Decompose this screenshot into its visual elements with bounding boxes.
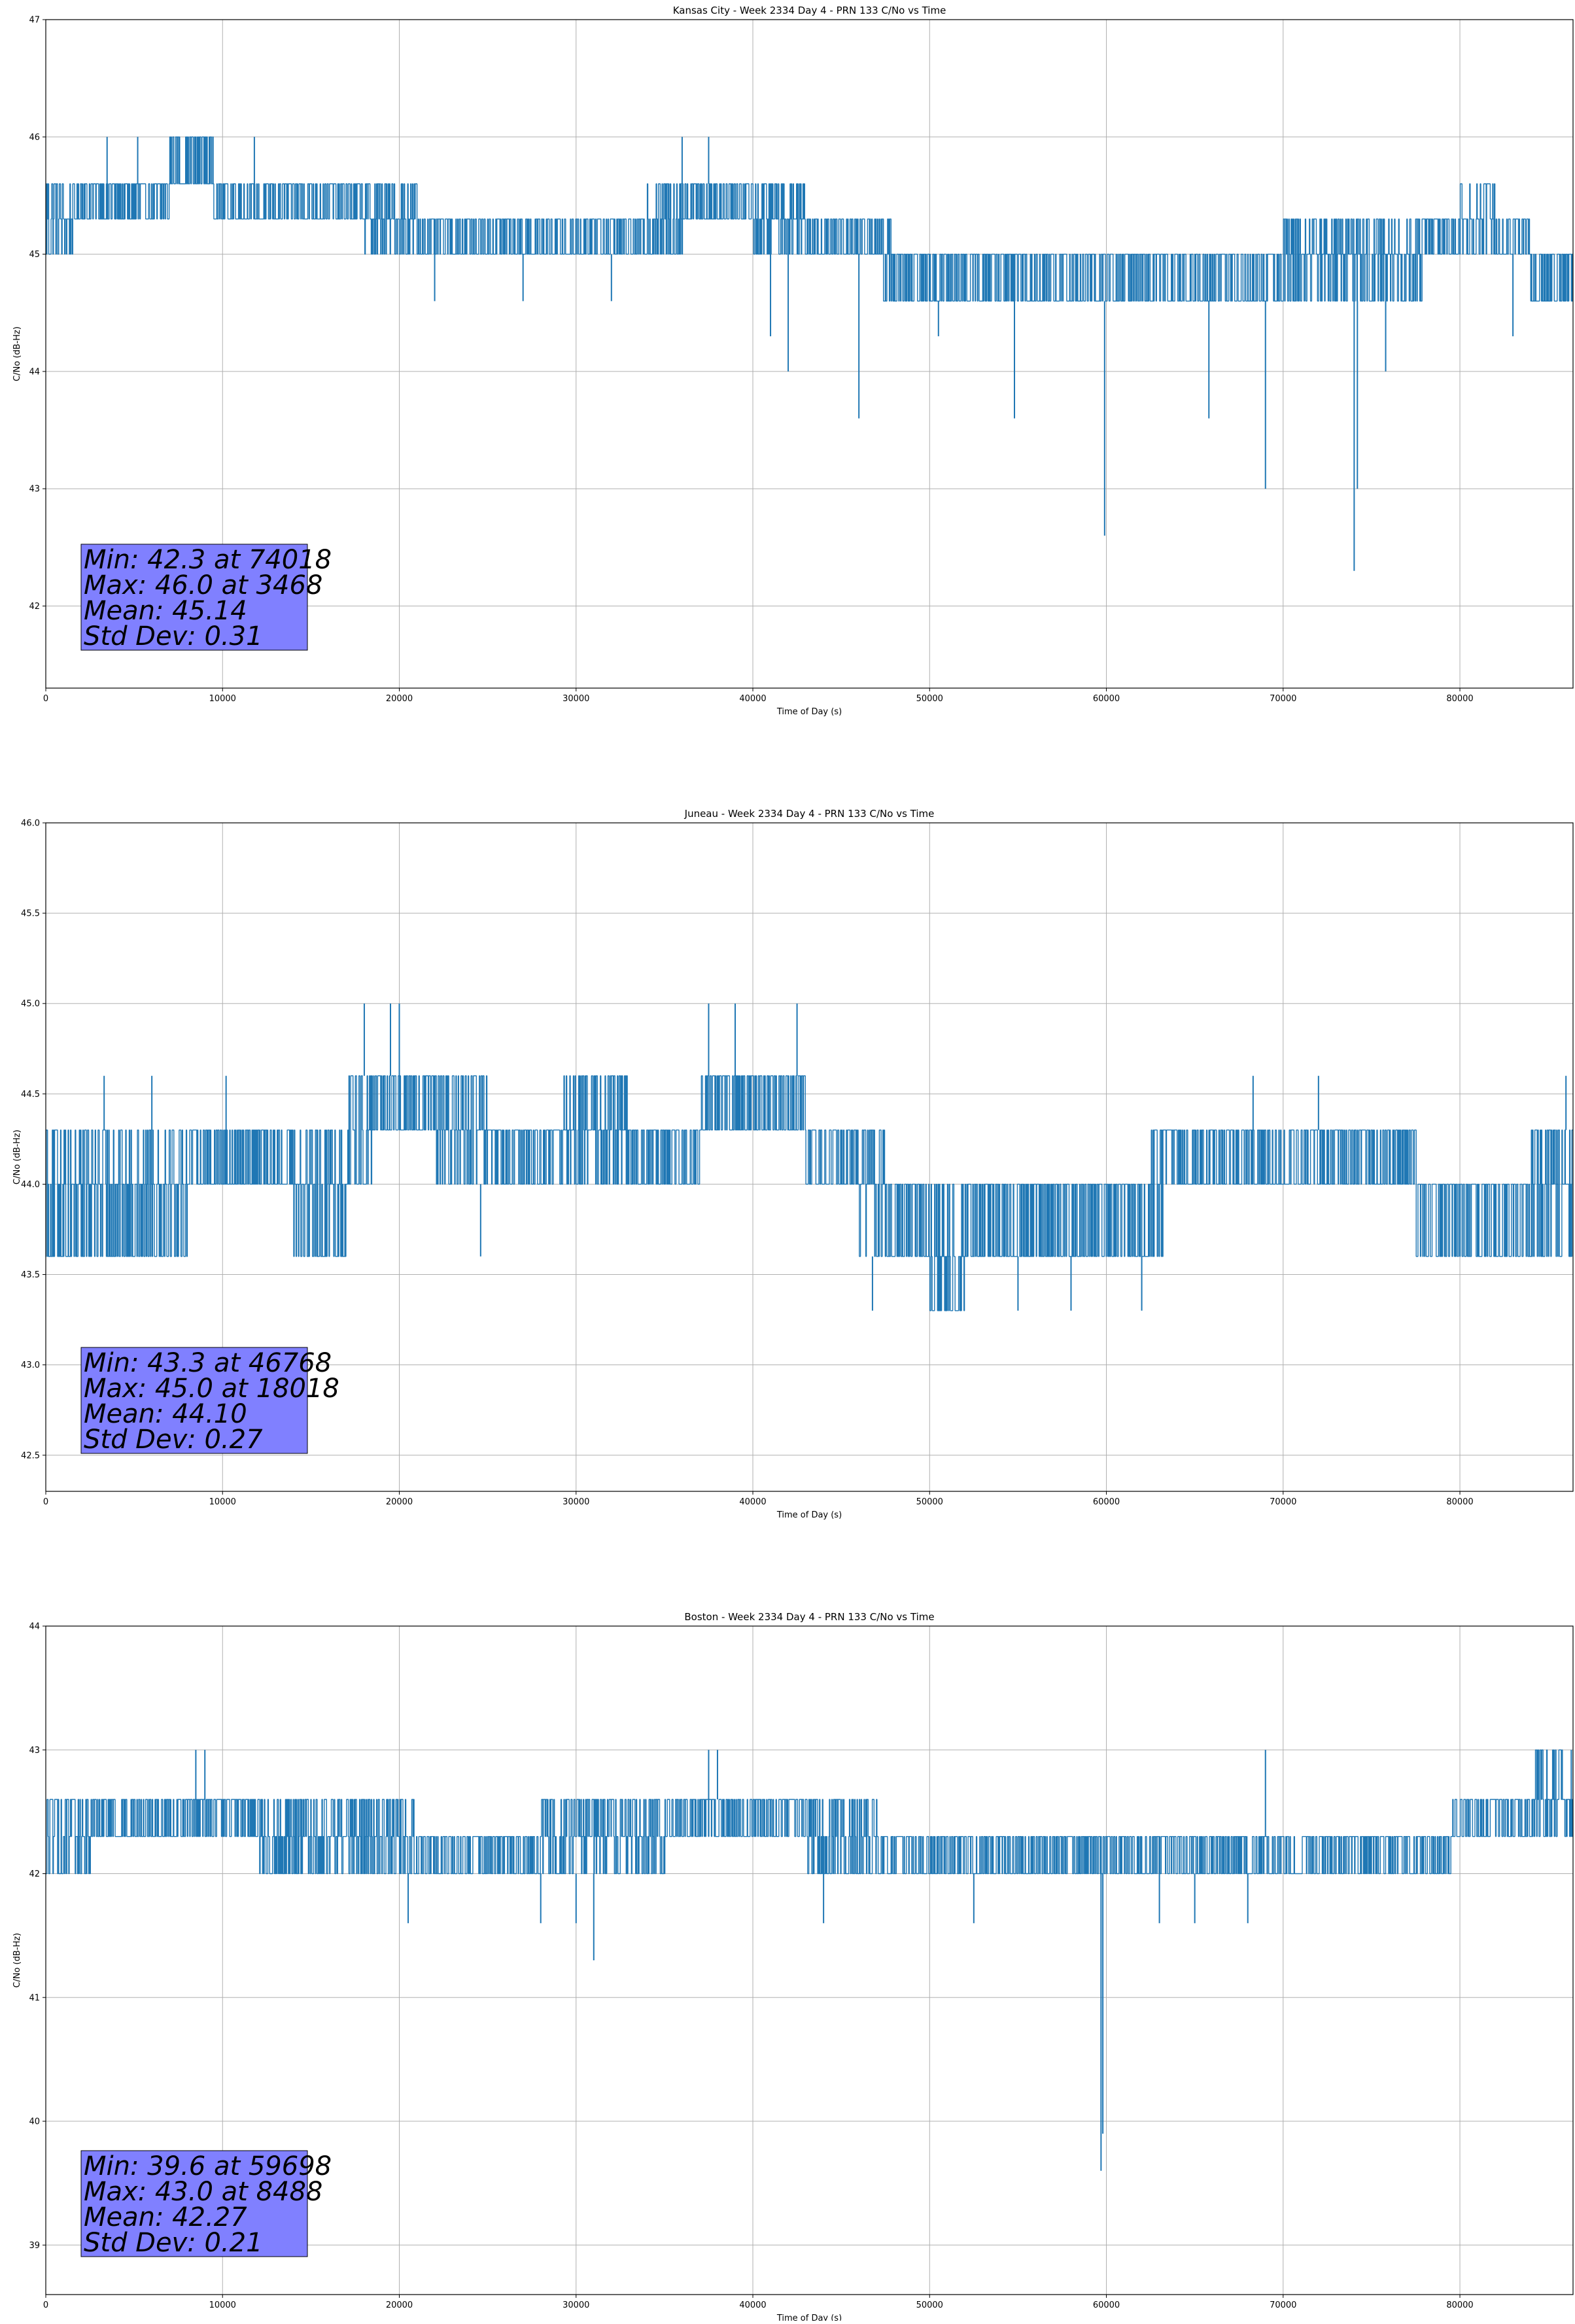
stats-line: Std Dev: 0.31 [84,621,263,651]
y-tick-label: 43.0 [21,1361,40,1370]
stats-line: Min: 43.3 at 46768 [84,1348,332,1378]
x-tick-label: 60000 [1093,2300,1120,2310]
stats-line: Std Dev: 0.21 [84,2228,263,2258]
plot-frame [45,19,1574,689]
x-tick-label: 30000 [562,1497,589,1507]
chart-title: Juneau - Week 2334 Day 4 - PRN 133 C/No … [684,808,935,820]
x-tick-label: 20000 [386,694,413,704]
x-tick-label: 60000 [1093,1497,1120,1507]
stats-line: Min: 39.6 at 59698 [84,2151,332,2181]
x-tick-label: 30000 [562,694,589,704]
x-tick-label: 70000 [1270,2300,1296,2310]
y-tick-label: 44 [29,367,40,377]
y-tick-label: 43.5 [21,1270,40,1280]
y-tick-label: 45.5 [21,909,40,919]
x-tick-label: 40000 [739,1497,766,1507]
x-tick-label: 70000 [1270,694,1296,704]
chart-panel-1: 0 10000 20000 30000 40000 50000 60000 70000 8000… [12,5,1574,717]
y-tick-label: 40 [29,2117,40,2127]
cno-series-line [46,1075,1573,1311]
y-tick-label: 39 [29,2241,40,2251]
x-tick-label: 70000 [1270,1497,1296,1507]
chart-title: Boston - Week 2334 Day 4 - PRN 133 C/No … [684,1611,934,1623]
x-tick-label: 40000 [739,694,766,704]
x-tick-label: 20000 [386,1497,413,1507]
y-tick-label: 46.0 [21,819,40,829]
y-tick-label: 42 [29,1869,40,1879]
y-axis-label: C/No (dB-Hz) [12,1130,22,1185]
y-tick-label: 42.5 [21,1451,40,1461]
plot-frame [45,1625,1574,2295]
stats-line: Max: 45.0 at 18018 [84,1374,339,1404]
y-tick-label: 45 [29,250,40,260]
stats-line: Mean: 44.10 [84,1399,247,1429]
x-tick-label: 50000 [916,2300,943,2310]
stats-line: Mean: 45.14 [84,596,247,626]
stats-line: Min: 42.3 at 74018 [84,545,332,575]
x-tick-label: 10000 [209,694,236,704]
stats-line: Mean: 42.27 [84,2202,247,2232]
x-tick-label: 40000 [739,2300,766,2310]
y-tick-label: 43 [29,1746,40,1756]
y-axis-label: C/No (dB-Hz) [12,326,22,381]
chart-panel-2: 0 10000 20000 30000 40000 50000 60000 70000 8000… [12,808,1574,1520]
x-tick-label: 10000 [209,2300,236,2310]
x-axis-label: Time of Day (s) [776,1510,842,1520]
y-tick-label: 41 [29,1993,40,2003]
x-tick-label: 50000 [916,694,943,704]
x-tick-label: 0 [43,694,48,704]
x-tick-label: 20000 [386,2300,413,2310]
y-tick-label: 43 [29,485,40,494]
x-tick-label: 80000 [1446,694,1473,704]
y-tick-label: 47 [29,16,40,26]
y-tick-label: 44 [29,1622,40,1632]
plot-frame [45,822,1574,1492]
y-tick-label: 45.0 [21,999,40,1009]
x-tick-label: 0 [43,1497,48,1507]
x-tick-label: 60000 [1093,694,1120,704]
stats-box [80,2150,308,2257]
stats-line: Max: 46.0 at 3468 [84,570,322,600]
x-axis-label: Time of Day (s) [776,2314,842,2321]
cno-series-line [46,136,1573,302]
x-tick-label: 80000 [1446,2300,1473,2310]
x-axis-label: Time of Day (s) [776,707,842,717]
x-tick-label: 50000 [916,1497,943,1507]
cno-series-line [46,1749,1573,1875]
y-tick-label: 46 [29,133,40,143]
chart-panel-3: 0 10000 20000 30000 40000 50000 60000 70000 8000… [12,1611,1574,2323]
stats-box [80,1347,308,1454]
x-tick-label: 10000 [209,1497,236,1507]
y-tick-label: 44.0 [21,1180,40,1190]
x-tick-label: 80000 [1446,1497,1473,1507]
stats-line: Max: 43.0 at 8488 [84,2177,322,2207]
chart-title: Kansas City - Week 2334 Day 4 - PRN 133 … [673,5,946,16]
y-axis-label: C/No (dB-Hz) [12,1933,22,1988]
x-tick-label: 30000 [562,2300,589,2310]
stats-line: Std Dev: 0.27 [84,1425,263,1455]
y-tick-label: 42 [29,602,40,612]
stats-box [80,544,308,651]
y-tick-label: 44.5 [21,1090,40,1100]
x-tick-label: 0 [43,2300,48,2310]
